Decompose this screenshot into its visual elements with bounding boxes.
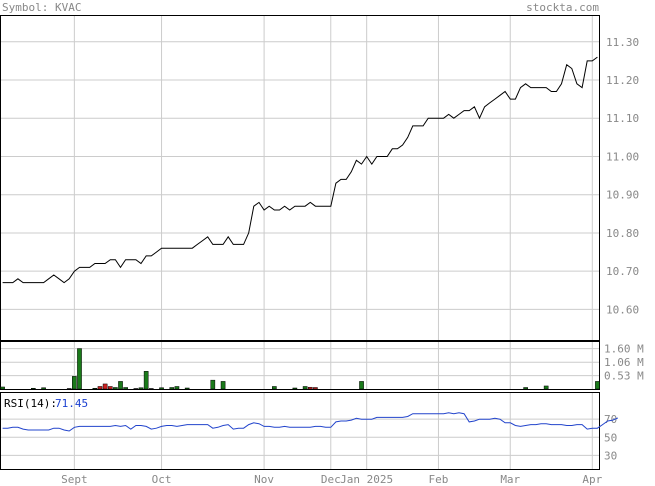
- x-tick-label: Jan 2025: [340, 473, 393, 486]
- rsi-line: [2, 412, 619, 432]
- volume-bar: [523, 387, 528, 390]
- volume-bar: [133, 388, 139, 390]
- volume-bar: [118, 381, 123, 390]
- volume-bar: [292, 387, 298, 390]
- volume-y-tick-label: 1.06 M: [604, 356, 644, 369]
- volume-bar: [143, 371, 149, 390]
- price-y-tick-label: 10.80: [606, 227, 639, 240]
- volume-bar: [102, 383, 108, 390]
- volume-bar: [543, 385, 549, 390]
- x-axis: Sept Oct Nov Dec Jan 2025 Feb Mar Apr: [61, 473, 603, 486]
- volume-bar: [72, 376, 77, 390]
- volume-bar: [0, 386, 5, 390]
- price-y-tick-label: 11.00: [606, 150, 639, 163]
- volume-bar: [184, 387, 190, 390]
- volume-bar: [169, 387, 175, 390]
- volume-bar: [210, 379, 216, 390]
- x-tick-label: Mar: [500, 473, 520, 486]
- volume-panel: 1.60 M1.06 M0.53 M: [0, 341, 644, 390]
- x-tick-label: Nov: [254, 473, 274, 486]
- rsi-y-tick-label: 70: [604, 413, 617, 426]
- brand-label: stockta.com: [526, 1, 599, 14]
- price-panel-frame: [0, 15, 600, 341]
- volume-bar: [97, 386, 103, 390]
- volume-bar: [66, 388, 72, 390]
- rsi-y-tick-label: 30: [604, 449, 617, 462]
- volume-bar: [220, 381, 226, 390]
- rsi-label: RSI(14):: [4, 397, 57, 410]
- price-y-tick-label: 11.20: [606, 74, 639, 87]
- volume-bar: [77, 348, 82, 390]
- price-y-tick-label: 11.30: [606, 36, 639, 49]
- volume-y-tick-label: 1.60 M: [604, 343, 644, 356]
- volume-bar: [302, 386, 308, 390]
- x-tick-label: Apr: [582, 473, 602, 486]
- price-y-tick-label: 10.60: [606, 303, 639, 316]
- volume-panel-frame: [0, 341, 600, 390]
- volume-bar: [107, 386, 113, 390]
- volume-bar: [113, 387, 118, 390]
- x-tick-label: Sept: [61, 473, 88, 486]
- price-y-tick-label: 11.10: [606, 112, 639, 125]
- volume-bar: [359, 381, 364, 390]
- rsi-panel-frame: [0, 392, 600, 470]
- volume-bar: [123, 387, 128, 390]
- volume-bar: [159, 387, 164, 390]
- x-tick-label: Dec: [321, 473, 341, 486]
- rsi-value: 71.45: [55, 397, 88, 410]
- x-tick-label: Oct: [152, 473, 172, 486]
- volume-bar: [31, 387, 36, 390]
- price-y-tick-label: 10.70: [606, 265, 639, 278]
- rsi-panel: 70 50 30: [0, 392, 619, 470]
- volume-bar: [595, 381, 600, 390]
- volume-bar: [313, 387, 318, 390]
- price-panel: 11.30 11.20 11.10 11.00 10.90 10.80 10.70 10.60: [0, 15, 639, 341]
- volume-bar: [148, 388, 154, 390]
- x-tick-label: Feb: [429, 473, 449, 486]
- volume-y-tick-label: 0.53 M: [604, 370, 644, 383]
- price-line: [2, 56, 598, 284]
- volume-bar: [174, 386, 180, 390]
- volume-bar: [307, 386, 313, 390]
- volume-bar: [272, 386, 277, 390]
- rsi-y-tick-label: 50: [604, 431, 617, 444]
- price-y-tick-label: 10.90: [606, 189, 639, 202]
- volume-bar: [92, 387, 98, 390]
- volume-bar: [41, 387, 46, 390]
- symbol-label: Symbol: KVAC: [2, 1, 81, 14]
- volume-bar: [138, 387, 144, 390]
